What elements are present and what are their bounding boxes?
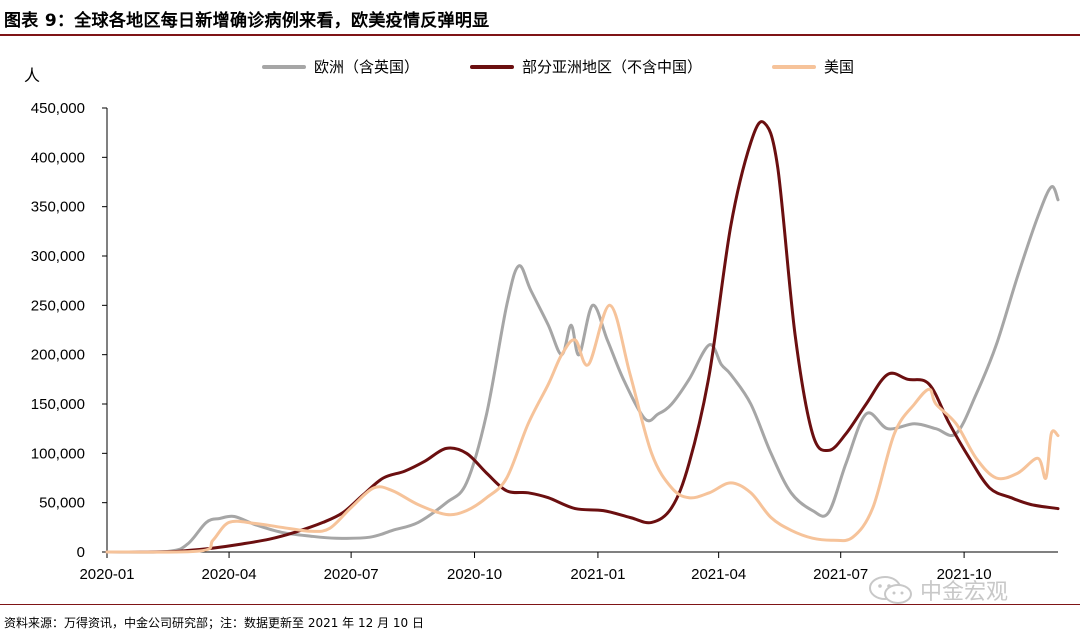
source-divider [0, 604, 1080, 605]
wechat-icon [869, 576, 912, 604]
y-tick-label: 100,000 [31, 445, 85, 462]
legend-label-europe: 欧洲（含英国） [314, 58, 420, 76]
source-note: 资料来源：万得资讯，中金公司研究部；注：数据更新至 2021 年 12 月 10… [4, 616, 424, 630]
legend-swatch-usa [772, 64, 816, 69]
figure-title: 图表 9：全球各地区每日新增确诊病例来看，欧美疫情反弹明显 [4, 11, 490, 31]
y-tick-label: 250,000 [31, 297, 85, 314]
series-line-usa [105, 303, 1060, 554]
x-tick-label: 2020-04 [202, 566, 257, 583]
legend-swatch-europe [262, 64, 306, 69]
legend-item-europe: 欧洲（含英国） [262, 56, 419, 77]
x-tick-label: 2021-01 [570, 566, 625, 583]
y-tick-label: 450,000 [31, 100, 85, 117]
y-tick-label: 400,000 [31, 149, 85, 166]
x-tick-label: 2020-01 [79, 566, 134, 583]
legend-item-usa: 美国 [772, 56, 854, 77]
legend-swatch-asia [470, 64, 514, 69]
y-tick-label: 150,000 [31, 396, 85, 413]
y-tick-label: 200,000 [31, 347, 85, 364]
x-tick-label: 2020-10 [447, 566, 502, 583]
series-lines [105, 120, 1060, 554]
y-tick-label: 300,000 [31, 248, 85, 265]
title-divider [0, 34, 1080, 36]
x-tick-label: 2021-07 [813, 566, 868, 583]
y-axis-unit: 人 [24, 66, 41, 85]
chart-legend: 欧洲（含英国） 部分亚洲地区（不含中国） 美国 [0, 56, 1080, 80]
series-line-europe [105, 185, 1060, 554]
series-line-asia [105, 120, 1060, 554]
legend-label-asia: 部分亚洲地区（不含中国） [522, 58, 703, 76]
watermark: 中金宏观 [868, 574, 1008, 606]
y-tick-label: 50,000 [39, 495, 85, 512]
y-tick-label: 0 [77, 544, 85, 561]
x-tick-label: 2021-04 [691, 566, 746, 583]
x-tick-label: 2021-10 [937, 566, 992, 583]
legend-item-asia: 部分亚洲地区（不含中国） [470, 56, 702, 77]
watermark-text: 中金宏观 [920, 580, 1009, 605]
y-tick-label: 350,000 [31, 199, 85, 216]
axes: 0 50,000 100,000 150,000 200,000 250,000 300,0… [31, 100, 1058, 583]
legend-label-usa: 美国 [824, 58, 855, 76]
x-tick-label: 2020-07 [324, 566, 379, 583]
